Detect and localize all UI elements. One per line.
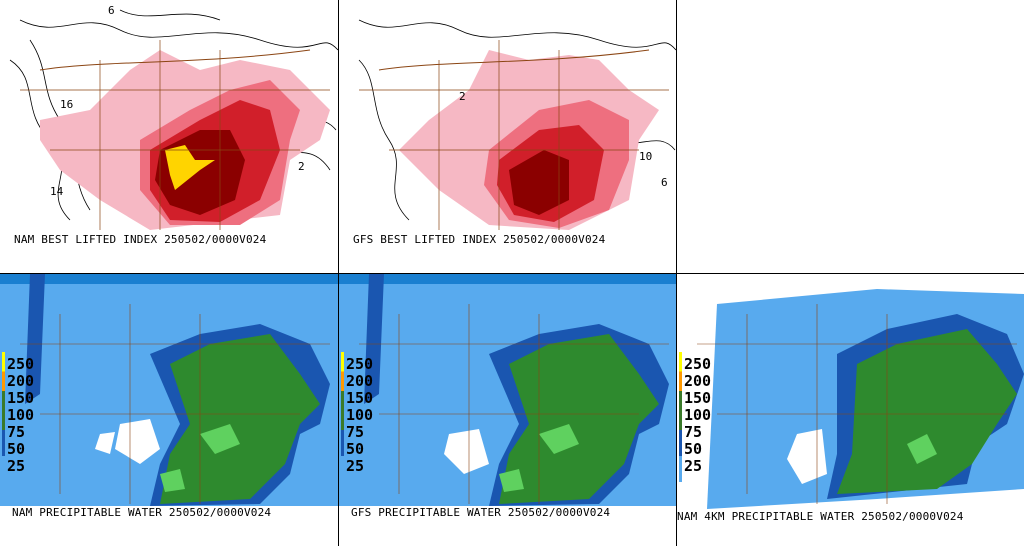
legend-label-25: 25 <box>684 457 703 475</box>
svg-text:10: 10 <box>639 150 652 163</box>
gfs-lifted-index-caption: GFS BEST LIFTED INDEX 250502/0000V024 <box>353 233 606 246</box>
nam4km-precip-water-map <box>677 274 1024 546</box>
legend-label-250: 250 <box>7 355 35 373</box>
legend-label-100: 100 <box>346 406 374 424</box>
legend-color-bar <box>2 352 5 482</box>
svg-text:2: 2 <box>298 160 305 173</box>
legend-label-250: 250 <box>346 355 374 373</box>
gfs-lifted-index-panel: 2 10 6 GFS BEST LIFTED INDEX 250502/0000… <box>339 0 676 273</box>
grid-divider-horizontal <box>0 273 1024 274</box>
nam-precip-water-caption: NAM PRECIPITABLE WATER 250502/0000V024 <box>12 506 272 519</box>
legend-label-50: 50 <box>684 440 703 458</box>
nam-lifted-index-panel: 6 16 14 2 NAM BEST LIFTED INDEX 250502/0… <box>0 0 338 273</box>
legend-label-50: 50 <box>346 440 365 458</box>
legend-label-150: 150 <box>684 389 712 407</box>
legend-label-200: 200 <box>684 372 712 390</box>
legend-label-75: 75 <box>346 423 365 441</box>
svg-text:14: 14 <box>50 185 64 198</box>
legend-label-150: 150 <box>346 389 374 407</box>
nam-lifted-index-caption: NAM BEST LIFTED INDEX 250502/0000V024 <box>14 233 267 246</box>
nam-precip-water-panel: 250 200 150 100 75 50 25 NAM PRECIPITABL… <box>0 274 338 546</box>
legend-color-bar <box>341 352 344 482</box>
legend-label-150: 150 <box>7 389 35 407</box>
nam-precip-water-map <box>0 274 338 546</box>
svg-text:16: 16 <box>60 98 73 111</box>
svg-text:2: 2 <box>459 90 466 103</box>
legend-label-100: 100 <box>7 406 35 424</box>
gfs-precip-water-panel: 250 200 150 100 75 50 25 GFS PRECIPITABL… <box>339 274 676 546</box>
nam-lifted-index-map: 6 16 14 2 <box>0 0 338 273</box>
svg-text:6: 6 <box>661 176 668 189</box>
nam4km-precip-water-caption: NAM 4KM PRECIPITABLE WATER 250502/0000V0… <box>677 510 964 523</box>
legend-label-25: 25 <box>346 457 365 475</box>
legend-label-75: 75 <box>684 423 703 441</box>
legend-label-200: 200 <box>346 372 374 390</box>
legend-label-250: 250 <box>684 355 712 373</box>
nam4km-precip-water-panel: 250 200 150 100 75 50 25 NAM 4KM PRECIPI… <box>677 274 1024 546</box>
gfs-lifted-index-map: 2 10 6 <box>339 0 676 273</box>
gfs-precip-water-caption: GFS PRECIPITABLE WATER 250502/0000V024 <box>351 506 611 519</box>
svg-text:6: 6 <box>108 4 115 17</box>
legend-label-100: 100 <box>684 406 712 424</box>
legend-color-bar <box>679 352 682 482</box>
legend-label-25: 25 <box>7 457 26 475</box>
legend-label-75: 75 <box>7 423 26 441</box>
legend-label-50: 50 <box>7 440 26 458</box>
gfs-precip-water-map <box>339 274 676 546</box>
legend-label-200: 200 <box>7 372 35 390</box>
